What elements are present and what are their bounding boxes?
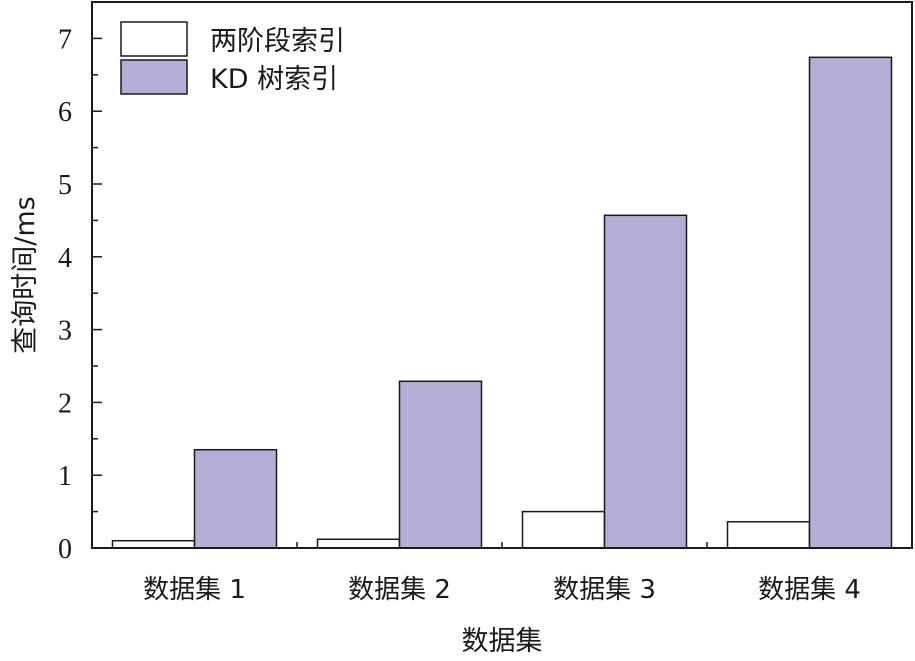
- legend-label-two-stage: 两阶段索引: [210, 26, 345, 57]
- x-category-label: 数据集 2: [348, 575, 451, 605]
- y-axis: 0 1 2 3 4 5 6 7: [58, 1, 102, 565]
- y-tick-label: 3: [58, 316, 72, 347]
- x-category-label: 数据集 3: [553, 575, 656, 605]
- bar-kd-tree-1: [193, 448, 278, 549]
- bar-kd-tree-4: [808, 56, 893, 549]
- bar-kd-tree-2: [398, 380, 483, 549]
- y-tick-label: 0: [58, 534, 72, 565]
- legend: 两阶段索引 KD 树索引: [120, 21, 345, 95]
- x-axis: 数据集 1 数据集 2 数据集 3 数据集 4: [143, 542, 861, 605]
- x-axis-title: 数据集: [462, 626, 543, 657]
- y-tick-label: 6: [58, 97, 72, 128]
- bar-two-stage-4: [726, 521, 811, 549]
- bar-kd-tree-3: [603, 214, 688, 549]
- legend-label-kd-tree: KD 树索引: [210, 64, 338, 95]
- bars-layer: [111, 56, 893, 549]
- bar-two-stage-2: [316, 538, 401, 549]
- legend-swatch-kd-tree: [120, 59, 188, 95]
- y-tick-label: 2: [58, 388, 72, 419]
- x-category-label: 数据集 1: [143, 575, 246, 605]
- y-tick-label: 7: [58, 24, 72, 55]
- y-axis-title: 查询时间/ms: [10, 196, 41, 353]
- legend-swatch-two-stage: [120, 21, 188, 57]
- y-tick-label: 5: [58, 170, 72, 201]
- bar-two-stage-3: [521, 510, 606, 549]
- x-category-label: 数据集 4: [758, 575, 861, 605]
- y-tick-label: 4: [58, 243, 72, 274]
- y-tick-label: 1: [58, 461, 72, 492]
- bar-two-stage-1: [111, 539, 196, 549]
